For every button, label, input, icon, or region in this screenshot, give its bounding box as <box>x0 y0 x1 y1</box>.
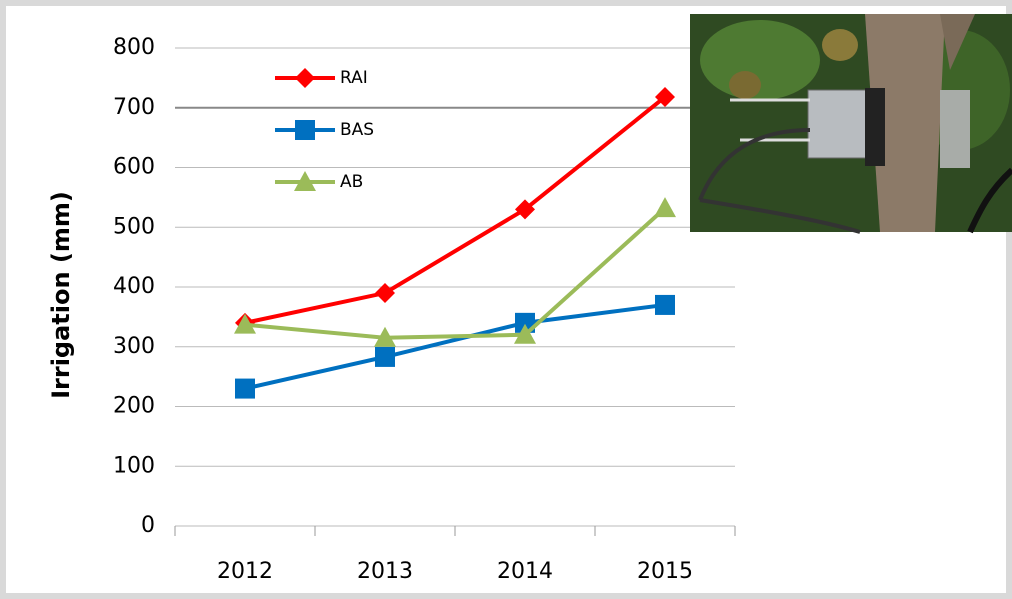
x-tick-label: 2013 <box>357 559 413 584</box>
series-line <box>244 302 666 391</box>
y-tick-label: 300 <box>113 334 155 359</box>
y-tick-label: 100 <box>113 453 155 478</box>
marker <box>235 378 255 399</box>
y-axis-label: Irrigation (mm) <box>47 191 75 399</box>
marker <box>374 326 396 347</box>
plot: 0 100 200 300 400 500 600 700 800 2012 2013 2014 201… <box>113 35 736 584</box>
photo <box>690 14 1012 234</box>
marker <box>655 86 675 107</box>
marker <box>375 346 395 367</box>
x-tick-label: 2015 <box>637 559 693 584</box>
series: RAI <box>235 68 675 333</box>
y-tick-label: 800 <box>113 35 155 60</box>
legend-label: RAI <box>340 68 368 88</box>
series: AB <box>234 171 676 347</box>
marker <box>375 282 395 303</box>
marker <box>514 323 536 344</box>
series-line <box>244 95 667 325</box>
legend-marker <box>295 68 315 88</box>
legend-label: BAS <box>340 120 374 140</box>
y-tick-label: 200 <box>113 394 155 419</box>
legend-marker <box>294 171 316 191</box>
y-tick-label: 500 <box>113 214 155 239</box>
marker <box>234 313 256 334</box>
marker <box>515 199 535 220</box>
x-tick-label: 2014 <box>497 559 553 584</box>
y-tick-label: 0 <box>141 513 155 538</box>
y-tick-label: 600 <box>113 155 155 180</box>
marker <box>654 197 676 218</box>
x-tick-label: 2012 <box>217 559 273 584</box>
y-tick-label: 700 <box>113 95 155 120</box>
series: BAS <box>235 120 675 399</box>
y-tick-label: 400 <box>113 274 155 299</box>
legend-label: AB <box>340 172 363 192</box>
series-line <box>244 206 667 340</box>
marker <box>655 294 675 315</box>
legend-marker <box>295 120 315 140</box>
